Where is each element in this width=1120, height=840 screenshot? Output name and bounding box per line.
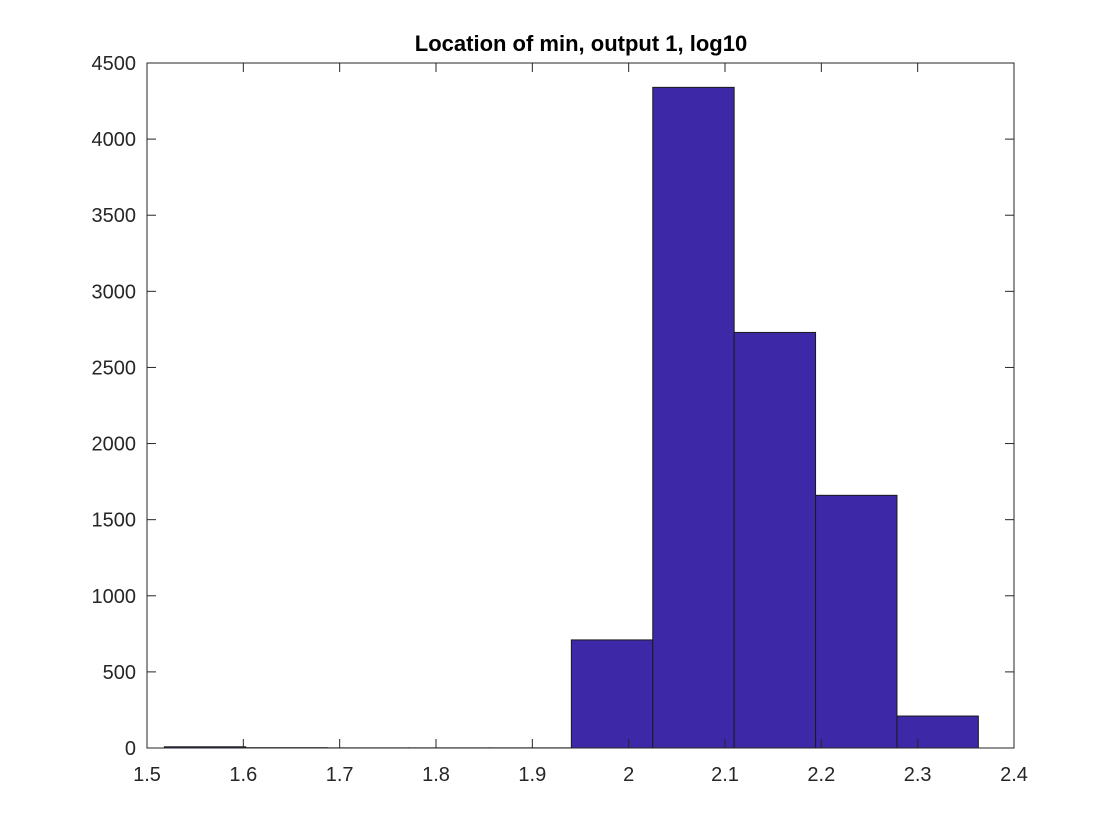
x-tick-label: 2.1	[711, 764, 739, 786]
histogram-bar-9	[896, 715, 979, 749]
x-tick-label: 1.8	[422, 764, 450, 786]
y-tick-label: 500	[103, 662, 136, 684]
x-tick-label: 2.2	[807, 764, 835, 786]
y-tick-label: 3000	[92, 281, 137, 303]
x-tick-label: 2.4	[1000, 764, 1028, 786]
x-tick-label: 1.5	[133, 764, 161, 786]
x-tick-label: 1.9	[518, 764, 546, 786]
x-tick-label: 1.7	[326, 764, 354, 786]
y-tick-label: 3500	[92, 205, 137, 227]
tick-labels-group: 1.5 1.6 1.7 1.8 1.9 2 2.1 2.2 2.3 2.4 0 500 1000 1500…	[92, 53, 1028, 786]
axes-box	[146, 62, 1015, 749]
bars-group	[163, 86, 979, 749]
y-tick-label: 4000	[92, 129, 137, 151]
histogram-bar-6	[652, 86, 735, 749]
y-tick-label: 2500	[92, 357, 137, 379]
histogram-bar-8	[815, 494, 898, 749]
histogram-bar-5	[570, 639, 654, 749]
x-tick-label: 2.3	[904, 764, 932, 786]
x-tick-label: 2	[623, 764, 634, 786]
y-tick-label: 2000	[92, 434, 137, 456]
y-tick-label: 4500	[92, 53, 137, 75]
y-tick-label: 1000	[92, 586, 137, 608]
y-tick-label: 0	[125, 738, 136, 760]
chart-title: Location of min, output 1, log10	[415, 31, 747, 56]
x-tick-label: 1.6	[229, 764, 257, 786]
ticks-group	[146, 62, 1015, 749]
histogram-bar-7	[733, 331, 817, 749]
y-tick-label: 1500	[92, 510, 137, 532]
